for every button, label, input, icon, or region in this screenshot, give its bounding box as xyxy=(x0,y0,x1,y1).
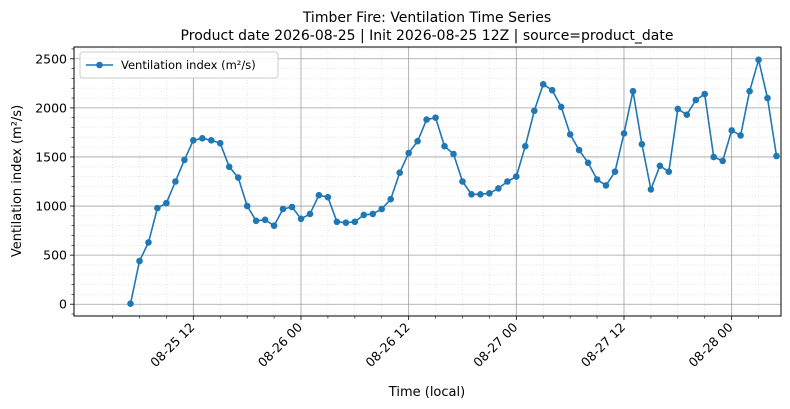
chart-subtitle: Product date 2026-08-25 | Init 2026-08-2… xyxy=(181,28,674,44)
data-point xyxy=(450,150,457,158)
data-point xyxy=(701,90,708,98)
data-point xyxy=(468,191,475,198)
data-point xyxy=(710,153,717,161)
data-point xyxy=(405,149,413,157)
data-point xyxy=(611,168,619,175)
data-point xyxy=(199,135,206,142)
data-point xyxy=(522,142,529,150)
x-tick-label: 08-26 00 xyxy=(255,319,305,369)
data-point xyxy=(234,174,242,181)
y-tick-label: 500 xyxy=(43,248,67,263)
data-point xyxy=(154,204,161,212)
data-point xyxy=(163,199,170,207)
data-point xyxy=(208,137,215,144)
data-point xyxy=(647,186,655,193)
data-point xyxy=(593,176,601,183)
data-point xyxy=(127,300,134,308)
legend: Ventilation index (m²/s) xyxy=(79,51,279,79)
x-tick-label: 08-26 12 xyxy=(362,320,412,370)
data-point xyxy=(486,190,493,197)
data-point xyxy=(495,185,502,192)
y-tick-label: 2000 xyxy=(35,100,67,115)
data-point xyxy=(773,152,780,160)
data-point xyxy=(387,195,395,203)
data-point xyxy=(656,162,664,170)
data-point xyxy=(746,87,753,95)
series-line xyxy=(129,58,778,304)
data-point xyxy=(378,205,386,213)
y-tick-label: 1000 xyxy=(35,199,67,214)
data-point xyxy=(288,203,296,211)
plot-frame xyxy=(73,46,782,317)
data-point xyxy=(252,217,260,225)
grid-lines xyxy=(74,47,781,316)
data-point xyxy=(620,130,628,137)
data-point xyxy=(145,239,152,246)
data-point xyxy=(351,218,359,226)
data-point xyxy=(459,178,466,185)
data-point xyxy=(602,182,610,189)
data-point xyxy=(566,131,574,138)
data-point xyxy=(414,137,421,145)
data-point xyxy=(369,210,377,218)
y-tick-label: 2500 xyxy=(35,51,67,66)
data-point xyxy=(764,94,771,102)
data-point xyxy=(575,146,583,154)
data-point xyxy=(261,216,269,224)
data-point xyxy=(333,218,341,226)
data-point xyxy=(629,87,637,95)
data-point xyxy=(513,173,520,180)
data-point xyxy=(548,86,556,94)
x-tick-label: 08-27 00 xyxy=(470,319,520,369)
data-point xyxy=(216,139,224,147)
data-point xyxy=(315,191,323,199)
legend-label: Ventilation index (m²/s) xyxy=(121,58,256,72)
data-point xyxy=(504,178,511,185)
y-axis-label: Ventilation index (m²/s) xyxy=(10,105,25,257)
x-tick-label: 08-25 12 xyxy=(147,320,197,370)
data-point xyxy=(181,156,188,164)
x-tick-label: 08-27 12 xyxy=(578,320,628,370)
legend-box xyxy=(79,51,279,79)
data-point xyxy=(477,191,484,198)
data-point xyxy=(737,132,744,139)
data-point xyxy=(306,210,314,218)
data-point xyxy=(172,178,179,185)
data-point xyxy=(136,257,143,265)
data-point xyxy=(396,169,404,176)
data-point xyxy=(683,111,691,118)
data-point xyxy=(423,116,430,123)
data-point xyxy=(270,222,278,229)
chart-title: Timber Fire: Ventilation Time Series xyxy=(302,10,551,26)
data-point xyxy=(432,114,439,121)
data-point xyxy=(665,168,673,175)
data-point xyxy=(674,105,682,113)
legend-marker-swatch xyxy=(96,61,103,69)
data-point xyxy=(584,159,592,167)
data-point xyxy=(728,127,735,134)
data-series xyxy=(127,56,780,308)
data-point xyxy=(719,157,726,165)
x-tick-label: 08-28 00 xyxy=(685,319,735,369)
data-point xyxy=(539,81,547,88)
data-point xyxy=(279,205,287,213)
data-point xyxy=(557,103,565,111)
data-point xyxy=(531,107,538,115)
y-tick-label: 1500 xyxy=(35,149,67,164)
data-point xyxy=(190,137,197,144)
data-point xyxy=(360,211,368,219)
data-point xyxy=(225,163,233,171)
data-point xyxy=(755,56,762,64)
data-point xyxy=(342,219,350,226)
data-point xyxy=(692,96,700,104)
data-point xyxy=(324,193,332,201)
data-point xyxy=(441,142,448,150)
data-point xyxy=(297,215,305,223)
x-axis-label: Time (local) xyxy=(388,385,465,400)
data-point xyxy=(243,202,251,210)
axes: 0 500 1000 1500 2000 2500 08-25 12 08-26 00 08-2… xyxy=(35,48,759,370)
y-tick-label: 0 xyxy=(59,297,67,312)
data-point xyxy=(638,140,646,148)
